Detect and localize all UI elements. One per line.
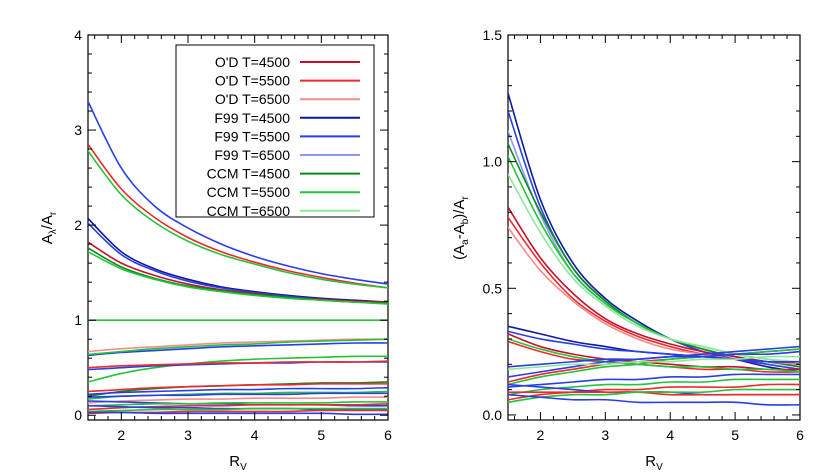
right-series-line-0 xyxy=(508,92,800,373)
left-tick-labels: 2 3 4 5 6 0 1 2 3 4 xyxy=(74,27,392,443)
left-series-line-22 xyxy=(88,401,388,407)
left-y-axis-label: Aλ/Ar xyxy=(39,211,59,244)
legend-label-1: O'D T=5500 xyxy=(215,73,290,89)
legend-label-2: O'D T=6500 xyxy=(215,91,290,107)
left-axis-ticks xyxy=(88,34,389,420)
left-y-tick-label-3: 3 xyxy=(74,122,82,138)
legend-label-5: F99 T=6500 xyxy=(214,147,290,163)
left-series-line-17 xyxy=(88,386,388,396)
left-series-line-16 xyxy=(88,383,388,393)
right-y-tick-label-0: 0.0 xyxy=(483,407,503,423)
left-y-tick-label-1: 1 xyxy=(74,312,82,328)
left-series-line-14 xyxy=(88,360,388,369)
right-series-line-23 xyxy=(508,391,800,396)
right-series-line-5 xyxy=(508,173,800,363)
left-x-tick-label-0: 2 xyxy=(117,427,125,443)
left-series-group xyxy=(88,100,388,416)
right-y-axis-label: (Aa-Ab)/Ar xyxy=(451,196,471,260)
right-series-group xyxy=(508,92,800,406)
legend-label-3: F99 T=4500 xyxy=(214,110,290,126)
legend-label-8: CCM T=6500 xyxy=(207,203,291,219)
left-x-axis-label: RV xyxy=(229,453,247,473)
right-series-line-13 xyxy=(508,338,800,373)
left-y-tick-label-4: 4 xyxy=(74,27,82,43)
left-series-line-9 xyxy=(88,338,388,353)
left-series-line-2 xyxy=(88,150,388,289)
right-x-tick-label-0: 2 xyxy=(537,427,545,443)
right-tick-labels: 2 3 4 5 6 0.0 0.5 1.0 1.5 xyxy=(483,27,805,443)
right-series-line-18 xyxy=(508,355,800,371)
left-x-tick-label-3: 5 xyxy=(317,427,325,443)
right-axis-ticks xyxy=(508,34,801,420)
right-x-tick-label-3: 5 xyxy=(731,427,739,443)
right-series-line-25 xyxy=(508,393,800,406)
legend-label-6: CCM T=4500 xyxy=(207,166,291,182)
left-x-tick-label-2: 4 xyxy=(251,427,259,443)
right-x-axis-label: RV xyxy=(645,453,663,473)
left-series-line-11 xyxy=(88,338,388,356)
left-series-line-20 xyxy=(88,396,388,404)
legend-label-0: O'D T=4500 xyxy=(215,54,290,70)
legend-label-7: CCM T=5500 xyxy=(207,184,291,200)
right-y-tick-label-1: 0.5 xyxy=(483,280,503,296)
left-series-line-3 xyxy=(88,217,388,303)
legend-items: O'D T=4500 O'D T=5500 O'D T=6500 F99 T=4500… xyxy=(207,54,360,219)
left-series-line-10 xyxy=(88,342,388,357)
left-series-line-19 xyxy=(88,392,388,398)
right-x-tick-label-4: 6 xyxy=(796,427,804,443)
legend: O'D T=4500 O'D T=5500 O'D T=6500 F99 T=4500… xyxy=(175,44,375,219)
right-y-tick-label-2: 1.0 xyxy=(483,154,503,170)
left-y-tick-label-2: 2 xyxy=(74,217,82,233)
left-x-tick-label-1: 3 xyxy=(184,427,192,443)
right-chart-panel: 2 3 4 5 6 0.0 0.5 1.0 1.5 RV (Aa-Ab)/Ar xyxy=(451,27,804,473)
left-series-line-12 xyxy=(88,355,388,383)
right-series-line-24 xyxy=(508,388,800,404)
left-chart-panel: 2 3 4 5 6 0 1 2 3 4 RV Aλ/Ar O'D T=4500 O'D T=5500… xyxy=(39,27,392,473)
left-series-line-5 xyxy=(88,241,388,303)
left-series-line-27 xyxy=(88,411,388,416)
right-series-line-10 xyxy=(508,330,800,363)
left-series-line-1 xyxy=(88,143,388,289)
left-y-tick-label-0: 0 xyxy=(74,407,82,423)
left-series-line-25 xyxy=(88,407,388,413)
right-x-tick-label-1: 3 xyxy=(601,427,609,443)
right-series-line-21 xyxy=(508,383,800,401)
right-series-line-17 xyxy=(508,350,800,368)
left-series-line-0 xyxy=(88,100,388,285)
legend-box xyxy=(175,44,375,218)
right-series-line-19 xyxy=(508,373,800,388)
left-x-tick-label-4: 6 xyxy=(384,427,392,443)
left-series-line-7 xyxy=(88,250,388,305)
right-series-line-11 xyxy=(508,333,800,371)
right-x-tick-label-2: 4 xyxy=(666,427,674,443)
legend-label-4: F99 T=5500 xyxy=(214,128,290,144)
right-series-line-6 xyxy=(508,206,800,366)
right-y-tick-label-3: 1.5 xyxy=(483,27,503,43)
